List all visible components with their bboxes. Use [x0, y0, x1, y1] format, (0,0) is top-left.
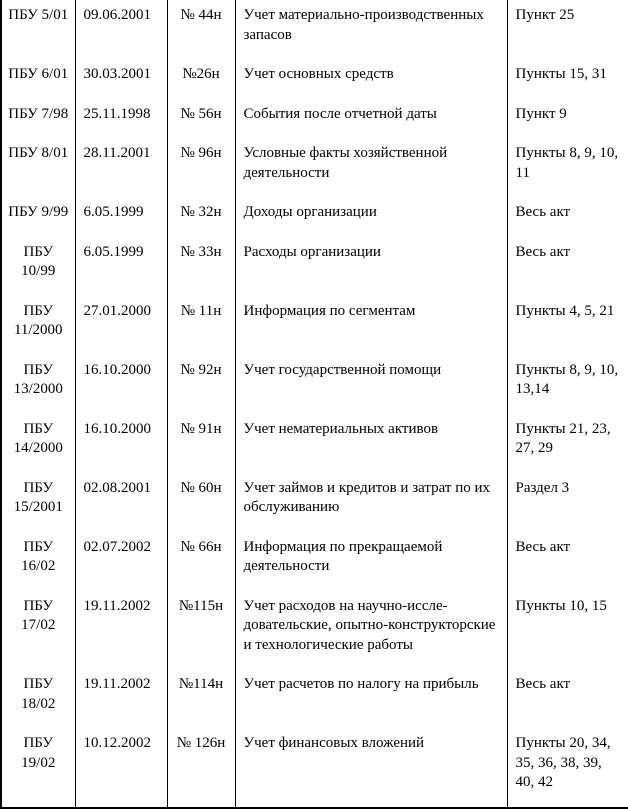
table-row: ПБУ 5/0109.06.2001№ 44нУчет материально-… — [1, 0, 628, 59]
title-cell: Информация по сегментам — [235, 296, 507, 355]
pbu-code-cell: ПБУ 6/01 — [1, 59, 75, 99]
number-cell: № 66н — [167, 532, 235, 591]
pbu-code-cell: ПБУ 18/02 — [1, 669, 75, 728]
table-row: ПБУ 14/200016.10.2000№ 91нУчет нематериа… — [1, 414, 628, 473]
number-cell: № 91н — [167, 414, 235, 473]
pbu-code-cell: ПБУ 14/2000 — [1, 414, 75, 473]
title-cell: Условные факты хозяйственной деятельност… — [235, 138, 507, 197]
date-cell: 10.12.2002 — [75, 728, 167, 808]
date-cell: 27.01.2000 — [75, 296, 167, 355]
date-cell: 02.07.2002 — [75, 532, 167, 591]
number-cell: № 44н — [167, 0, 235, 59]
points-cell: Пункты 21, 23, 27, 29 — [507, 414, 628, 473]
number-cell: №114н — [167, 669, 235, 728]
table-row: ПБУ 9/996.05.1999№ 32нДоходы организации… — [1, 197, 628, 237]
table-row: ПБУ 10/996.05.1999№ 33нРасходы организац… — [1, 237, 628, 296]
number-cell: № 33н — [167, 237, 235, 296]
table-row: ПБУ 13/200016.10.2000№ 92нУчет государст… — [1, 355, 628, 414]
title-cell: События после отчетной даты — [235, 99, 507, 139]
date-cell: 16.10.2000 — [75, 355, 167, 414]
points-cell: Пункты 15, 31 — [507, 59, 628, 99]
title-cell: Учет нематериальных активов — [235, 414, 507, 473]
points-cell: Пункты 8, 9, 10, 11 — [507, 138, 628, 197]
pbu-code-cell: ПБУ 15/2001 — [1, 473, 75, 532]
title-cell: Учет финансовых вложений — [235, 728, 507, 808]
title-cell: Доходы организации — [235, 197, 507, 237]
date-cell: 30.03.2001 — [75, 59, 167, 99]
points-cell: Пункт 25 — [507, 0, 628, 59]
points-cell: Пункты 4, 5, 21 — [507, 296, 628, 355]
number-cell: №115н — [167, 591, 235, 670]
date-cell: 09.06.2001 — [75, 0, 167, 59]
points-cell: Весь акт — [507, 197, 628, 237]
number-cell: №26н — [167, 59, 235, 99]
number-cell: № 92н — [167, 355, 235, 414]
points-cell: Весь акт — [507, 532, 628, 591]
pbu-table-body: ПБУ 5/0109.06.2001№ 44нУчет материально-… — [1, 0, 628, 808]
date-cell: 28.11.2001 — [75, 138, 167, 197]
date-cell: 19.11.2002 — [75, 591, 167, 670]
date-cell: 19.11.2002 — [75, 669, 167, 728]
pbu-code-cell: ПБУ 8/01 — [1, 138, 75, 197]
table-row: ПБУ 7/9825.11.1998№ 56нСобытия после отч… — [1, 99, 628, 139]
pbu-code-cell: ПБУ 11/2000 — [1, 296, 75, 355]
title-cell: Информация по прекращаемой деятельности — [235, 532, 507, 591]
points-cell: Пункты 8, 9, 10, 13,14 — [507, 355, 628, 414]
points-cell: Весь акт — [507, 669, 628, 728]
table-row: ПБУ 8/0128.11.2001№ 96нУсловные факты хо… — [1, 138, 628, 197]
number-cell: № 96н — [167, 138, 235, 197]
title-cell: Учет расходов на научно-иссле­довательск… — [235, 591, 507, 670]
pbu-code-cell: ПБУ 9/99 — [1, 197, 75, 237]
title-cell: Учет займов и кредитов и затрат по их об… — [235, 473, 507, 532]
pbu-table: ПБУ 5/0109.06.2001№ 44нУчет материально-… — [0, 0, 628, 809]
points-cell: Пункты 20, 34, 35, 36, 38, 39, 40, 42 — [507, 728, 628, 808]
table-row: ПБУ 16/0202.07.2002№ 66нИнформация по пр… — [1, 532, 628, 591]
pbu-code-cell: ПБУ 17/02 — [1, 591, 75, 670]
number-cell: № 60н — [167, 473, 235, 532]
points-cell: Пункт 9 — [507, 99, 628, 139]
title-cell: Учет расчетов по налогу на при­быль — [235, 669, 507, 728]
table-row: ПБУ 15/200102.08.2001№ 60нУчет займов и … — [1, 473, 628, 532]
number-cell: № 11н — [167, 296, 235, 355]
title-cell: Учет государственной помощи — [235, 355, 507, 414]
pbu-code-cell: ПБУ 19/02 — [1, 728, 75, 808]
date-cell: 02.08.2001 — [75, 473, 167, 532]
pbu-code-cell: ПБУ 5/01 — [1, 0, 75, 59]
number-cell: № 126н — [167, 728, 235, 808]
table-row: ПБУ 18/0219.11.2002№114нУчет расчетов по… — [1, 669, 628, 728]
table-row: ПБУ 19/0210.12.2002№ 126нУчет финансовых… — [1, 728, 628, 808]
points-cell: Раздел 3 — [507, 473, 628, 532]
table-row: ПБУ 6/0130.03.2001№26нУчет основных сред… — [1, 59, 628, 99]
date-cell: 16.10.2000 — [75, 414, 167, 473]
title-cell: Расходы организации — [235, 237, 507, 296]
points-cell: Весь акт — [507, 237, 628, 296]
date-cell: 6.05.1999 — [75, 197, 167, 237]
pbu-code-cell: ПБУ 10/99 — [1, 237, 75, 296]
title-cell: Учет основных средств — [235, 59, 507, 99]
pbu-code-cell: ПБУ 7/98 — [1, 99, 75, 139]
points-cell: Пункты 10, 15 — [507, 591, 628, 670]
table-row: ПБУ 11/200027.01.2000№ 11нИнформация по … — [1, 296, 628, 355]
pbu-code-cell: ПБУ 13/2000 — [1, 355, 75, 414]
date-cell: 6.05.1999 — [75, 237, 167, 296]
title-cell: Учет материально-производ­ственных запас… — [235, 0, 507, 59]
pbu-code-cell: ПБУ 16/02 — [1, 532, 75, 591]
date-cell: 25.11.1998 — [75, 99, 167, 139]
number-cell: № 32н — [167, 197, 235, 237]
table-row: ПБУ 17/0219.11.2002№115нУчет расходов на… — [1, 591, 628, 670]
number-cell: № 56н — [167, 99, 235, 139]
